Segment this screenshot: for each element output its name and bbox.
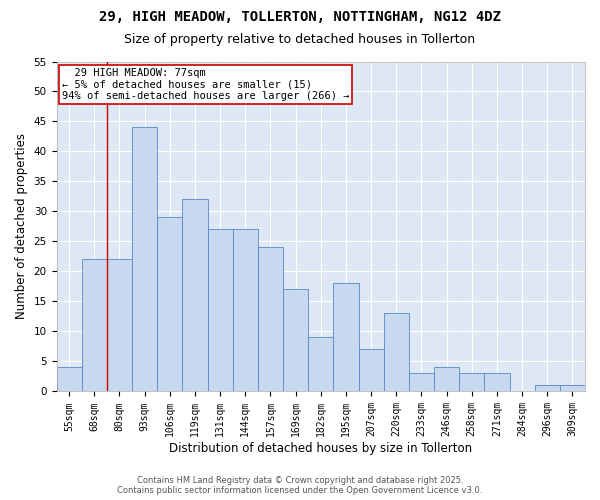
Bar: [233, 230, 258, 392]
Bar: [56, 368, 82, 392]
Bar: [459, 374, 484, 392]
Bar: [182, 200, 208, 392]
Bar: [132, 128, 157, 392]
Text: Size of property relative to detached houses in Tollerton: Size of property relative to detached ho…: [124, 32, 476, 46]
Bar: [283, 290, 308, 392]
Bar: [560, 386, 585, 392]
Bar: [82, 260, 107, 392]
Y-axis label: Number of detached properties: Number of detached properties: [15, 134, 28, 320]
Bar: [409, 374, 434, 392]
Bar: [383, 314, 409, 392]
Bar: [359, 350, 383, 392]
Bar: [157, 218, 182, 392]
X-axis label: Distribution of detached houses by size in Tollerton: Distribution of detached houses by size …: [169, 442, 472, 455]
Bar: [535, 386, 560, 392]
Bar: [434, 368, 459, 392]
Bar: [258, 248, 283, 392]
Bar: [334, 284, 359, 392]
Bar: [208, 230, 233, 392]
Text: 29 HIGH MEADOW: 77sqm  
← 5% of detached houses are smaller (15)
94% of semi-det: 29 HIGH MEADOW: 77sqm ← 5% of detached h…: [62, 68, 349, 102]
Bar: [308, 338, 334, 392]
Text: Contains HM Land Registry data © Crown copyright and database right 2025.
Contai: Contains HM Land Registry data © Crown c…: [118, 476, 482, 495]
Bar: [107, 260, 132, 392]
Bar: [484, 374, 509, 392]
Text: 29, HIGH MEADOW, TOLLERTON, NOTTINGHAM, NG12 4DZ: 29, HIGH MEADOW, TOLLERTON, NOTTINGHAM, …: [99, 10, 501, 24]
